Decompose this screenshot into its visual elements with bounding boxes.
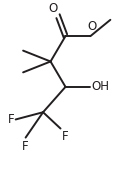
Text: O: O (87, 20, 96, 33)
Text: F: F (8, 113, 14, 126)
Text: O: O (48, 2, 58, 15)
Text: OH: OH (92, 80, 110, 93)
Text: F: F (62, 130, 68, 143)
Text: F: F (22, 140, 29, 153)
